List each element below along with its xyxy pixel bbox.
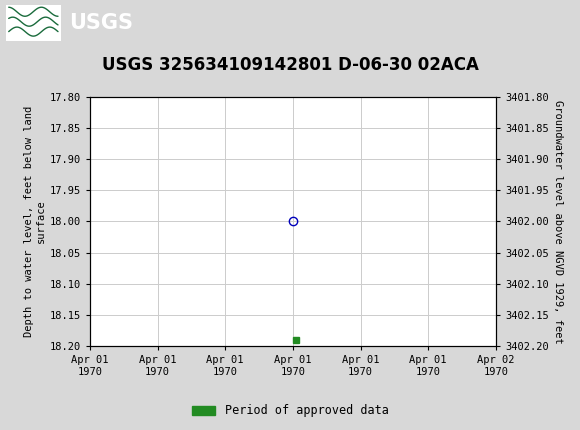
Bar bbox=[6, 4, 61, 41]
Y-axis label: Depth to water level, feet below land
surface: Depth to water level, feet below land su… bbox=[24, 106, 45, 337]
Text: USGS: USGS bbox=[70, 12, 133, 33]
Y-axis label: Groundwater level above NGVD 1929, feet: Groundwater level above NGVD 1929, feet bbox=[553, 100, 563, 343]
Text: USGS 325634109142801 D-06-30 02ACA: USGS 325634109142801 D-06-30 02ACA bbox=[102, 55, 478, 74]
Legend: Period of approved data: Period of approved data bbox=[187, 399, 393, 422]
